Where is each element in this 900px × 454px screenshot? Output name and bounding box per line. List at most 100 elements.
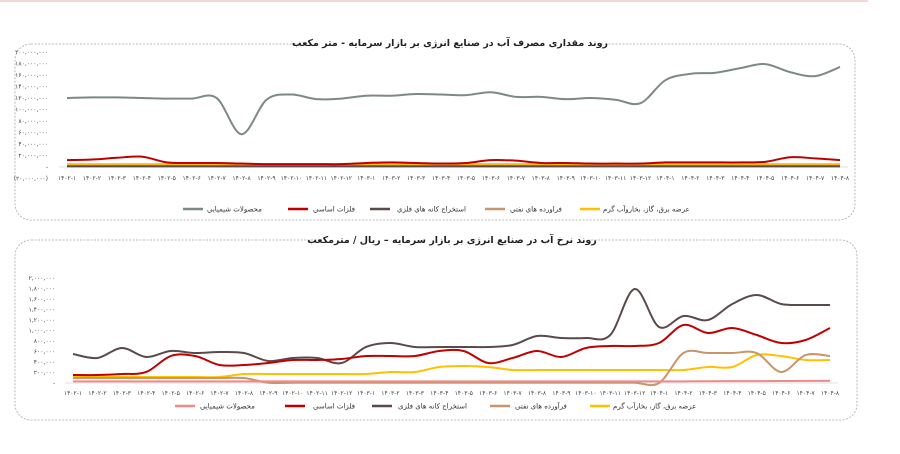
x-tick-label: ۱۴۰۳-۷	[507, 175, 526, 182]
water-rate-chart: روند نرخ آب در صنایع انرژی بر بازار سرما…	[14, 233, 858, 421]
x-tick-label: ۱۴۰۳-۸	[532, 175, 551, 182]
x-tick-label: ۱۴۰۲-۶	[186, 390, 204, 397]
x-tick-label: ۱۴۰۲-۱	[58, 175, 76, 182]
x-tick-label: ۱۴۰۳-۵	[457, 175, 475, 182]
x-tick-label: ۱۴۰۴-۸	[831, 175, 850, 182]
y-tick-label: ۲۰۰,۰۰۰	[34, 370, 55, 377]
y-tick-label: ۴۰,۰۰۰,۰۰۰	[18, 141, 48, 148]
x-tick-label: ۱۴۰۳-۲	[382, 175, 400, 182]
x-tick-label: ۱۴۰۲-۹	[259, 390, 277, 397]
y-tick-label: ۲,۰۰۰,۰۰۰	[29, 275, 55, 282]
y-tick-label: ۱۲۰,۰۰۰,۰۰۰	[15, 95, 48, 102]
series-line-4	[73, 353, 831, 379]
x-tick-label: ۱۴۰۲-۸	[235, 390, 254, 397]
water-consumption-chart: روند مقداری مصرف آب در صنایع انرژی بر با…	[14, 36, 856, 221]
x-tick-label: ۱۴۰۴-۴	[723, 390, 741, 397]
y-tick-label: ۸۰۰,۰۰۰	[34, 338, 55, 345]
x-tick-label: ۱۴۰۲-۲	[88, 390, 106, 397]
x-tick-label: ۱۴۰۴-۸	[821, 390, 840, 397]
title-backdrop	[300, 36, 600, 50]
y-tick-label: ۱,۴۰۰,۰۰۰	[29, 307, 55, 314]
x-tick-label: ۱۴۰۲-۴	[133, 175, 151, 182]
legend-label: فراورده هاي نفتي	[510, 206, 562, 214]
y-tick-label: ۱,۲۰۰,۰۰۰	[29, 317, 55, 324]
x-tick-label: ۱۴۰۳-۶	[479, 390, 497, 397]
legend-label: محصولات شیمیایی	[200, 403, 255, 411]
x-tick-label: ۱۴۰۳-۴	[430, 390, 448, 397]
legend-label: فلزات اساسي	[313, 206, 355, 214]
x-tick-label: ۱۴۰۳-۱۰	[575, 390, 597, 397]
x-tick-label: ۱۴۰۳-۲	[381, 390, 399, 397]
x-tick-label: ۱۴۰۴-۴	[731, 175, 749, 182]
x-tick-label: ۱۴۰۲-۳	[108, 175, 127, 182]
legend-label: فلزات اساسی	[313, 403, 355, 411]
legend-label: عرضه برق، گاز، بخارآب گرم	[613, 402, 696, 411]
legend-label: فرآورده های نفتی	[515, 402, 567, 411]
x-tick-label: ۱۴۰۲-۲	[83, 175, 101, 182]
y-tick-label: ۲۰۰,۰۰۰,۰۰۰	[15, 49, 48, 56]
x-tick-label: ۱۴۰۳-۳	[406, 390, 425, 397]
x-tick-label: ۱۴۰۲-۱	[64, 390, 82, 397]
x-tick-label: ۱۴۰۴-۵	[756, 175, 774, 182]
x-tick-label: ۱۴۰۴-۵	[748, 390, 766, 397]
x-tick-label: ۱۴۰۳-۱۰	[580, 175, 602, 182]
y-tick-label: ۱۴۰,۰۰۰,۰۰۰	[15, 84, 48, 91]
y-tick-label: ۱,۶۰۰,۰۰۰	[29, 296, 55, 303]
y-tick-label: ۱۶۰,۰۰۰,۰۰۰	[15, 72, 48, 79]
x-tick-label: ۱۴۰۳-۳	[407, 175, 426, 182]
x-tick-label: ۱۴۰۲-۱۱	[306, 390, 328, 397]
x-tick-label: ۱۴۰۴-۱	[656, 175, 674, 182]
series-line-1	[72, 323, 831, 377]
x-tick-label: ۱۴۰۳-۱۲	[630, 175, 652, 182]
x-tick-label: ۱۴۰۳-۱	[357, 175, 375, 182]
x-tick-label: ۱۴۰۴-۲	[681, 175, 699, 182]
y-tick-label: ۱۸۰,۰۰۰,۰۰۰	[15, 61, 48, 68]
series-line-1	[66, 155, 841, 166]
x-tick-label: ۱۴۰۲-۴	[137, 390, 155, 397]
x-tick-label: ۱۴۰۲-۶	[183, 175, 201, 182]
title-backdrop	[318, 233, 588, 247]
y-tick-label: -	[46, 164, 48, 171]
y-tick-label: ۱,۰۰۰,۰۰۰	[29, 328, 55, 335]
x-tick-label: ۱۴۰۲-۱۲	[331, 390, 353, 397]
x-tick-label: ۱۴۰۳-۹	[552, 390, 570, 397]
y-tick-label: -	[53, 380, 55, 387]
x-tick-label: ۱۴۰۳-۶	[482, 175, 500, 182]
y-tick-label: ۲۰,۰۰۰,۰۰۰	[18, 153, 48, 160]
x-tick-label: ۱۴۰۳-۴	[432, 175, 450, 182]
x-tick-label: ۱۴۰۲-۵	[162, 390, 180, 397]
y-tick-label: (۲۰,۰۰۰,۰۰۰)	[14, 176, 48, 183]
x-tick-label: ۱۴۰۲-۷	[210, 390, 229, 397]
x-tick-label: ۱۴۰۴-۶	[781, 175, 799, 182]
x-tick-label: ۱۴۰۳-۷	[503, 390, 522, 397]
x-tick-label: ۱۴۰۲-۵	[158, 175, 176, 182]
y-tick-label: ۸۰,۰۰۰,۰۰۰	[18, 118, 48, 125]
legend-label: استخراج کانه های فلزی	[398, 403, 467, 411]
y-tick-label: ۱۰۰,۰۰۰,۰۰۰	[15, 107, 48, 114]
x-tick-label: ۱۴۰۲-۱۰	[282, 390, 304, 397]
x-tick-label: ۱۴۰۲-۷	[207, 175, 226, 182]
x-tick-label: ۱۴۰۲-۱۱	[306, 175, 328, 182]
series-line-0	[66, 62, 841, 136]
x-tick-label: ۱۴۰۴-۶	[772, 390, 790, 397]
chart-title: روند نرخ آب در صنایع انرژی بر بازار سرما…	[307, 233, 597, 246]
y-tick-label: ۶۰,۰۰۰,۰۰۰	[18, 130, 48, 137]
x-tick-label: ۱۴۰۳-۱۱	[605, 175, 627, 182]
series-line-3	[73, 349, 831, 387]
x-tick-label: ۱۴۰۳-۱۱	[599, 390, 621, 397]
chart-title: روند مقداری مصرف آب در صنایع انرژی بر با…	[292, 36, 608, 49]
y-tick-label: ۱,۸۰۰,۰۰۰	[29, 286, 55, 293]
legend-label: عرضه برق، گاز، بخاروآب گرم	[603, 205, 690, 214]
x-tick-label: ۱۴۰۴-۳	[699, 390, 718, 397]
x-tick-label: ۱۴۰۲-۳	[113, 390, 132, 397]
x-tick-label: ۱۴۰۴-۷	[796, 390, 815, 397]
x-tick-label: ۱۴۰۴-۳	[706, 175, 725, 182]
y-tick-label: ۶۰۰,۰۰۰	[34, 349, 55, 356]
x-tick-label: ۱۴۰۳-۸	[528, 390, 547, 397]
y-tick-label: ۴۰۰,۰۰۰	[34, 359, 55, 366]
x-tick-label: ۱۴۰۲-۱۰	[281, 175, 303, 182]
x-tick-label: ۱۴۰۳-۵	[455, 390, 473, 397]
x-tick-label: ۱۴۰۲-۸	[232, 175, 251, 182]
series-line-2	[72, 288, 831, 365]
